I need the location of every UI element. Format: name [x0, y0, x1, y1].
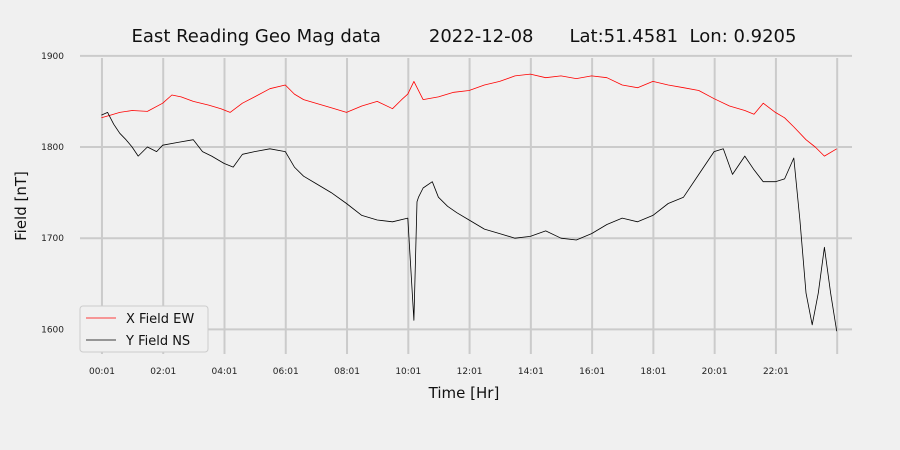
x-tick-label: 08:01	[334, 367, 360, 377]
y-tick-label: 1900	[41, 52, 64, 62]
grid	[80, 54, 852, 354]
x-tick-label: 10:01	[395, 367, 421, 377]
title-date: 2022-12-08	[429, 26, 534, 47]
legend-label-y-field: Y Field NS	[125, 334, 190, 349]
title-main: East Reading Geo Mag data	[132, 26, 381, 47]
series-line-x-field-ew	[101, 73, 837, 157]
x-axis-label: Time [Hr]	[428, 384, 500, 402]
x-tick-label: 12:01	[457, 367, 483, 377]
x-tick-label: 22:01	[763, 367, 789, 377]
x-tick-label: 16:01	[579, 367, 605, 377]
legend: X Field EW Y Field NS	[79, 305, 209, 353]
y-tick-label: 1800	[41, 143, 64, 153]
y-axis-label: Field [nT]	[12, 171, 30, 241]
x-tick-label: 14:01	[518, 367, 544, 377]
legend-box	[79, 305, 209, 353]
legend-label-x-field: X Field EW	[126, 312, 194, 327]
y-tick-label: 1600	[41, 325, 64, 335]
x-tick-label: 20:01	[702, 367, 728, 377]
x-tick-label: 00:01	[89, 367, 115, 377]
x-tick-label: 06:01	[273, 367, 299, 377]
y-tick-label: 1700	[41, 234, 64, 244]
chart-title: East Reading Geo Mag data 2022-12-08 Lat:5…	[132, 26, 797, 47]
title-location: Lat:51.4581 Lon: 0.9205	[570, 26, 797, 47]
series-group	[101, 73, 838, 332]
series-line-y-field-ns	[101, 112, 838, 332]
tick-labels: 00:01 02:01 04:01 06:01 08:01 10:01 12:01 14:01…	[41, 52, 789, 377]
x-tick-label: 04:01	[212, 367, 238, 377]
x-tick-label: 18:01	[640, 367, 666, 377]
x-tick-label: 02:01	[150, 367, 176, 377]
